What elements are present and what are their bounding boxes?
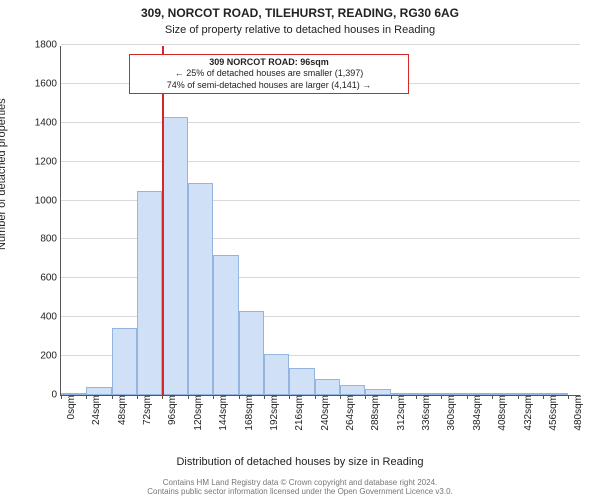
histogram-bar	[112, 328, 137, 395]
x-tick-mark	[518, 395, 519, 399]
footer-attribution: Contains HM Land Registry data © Crown c…	[0, 478, 600, 496]
x-tick-mark	[112, 395, 113, 399]
x-tick-mark	[416, 395, 417, 399]
marker-line	[162, 46, 164, 395]
histogram-bar	[264, 354, 289, 395]
x-tick-mark	[391, 395, 392, 399]
y-tick-label: 0	[51, 390, 61, 401]
y-tick-label: 600	[40, 273, 61, 284]
x-tick-label: 0sqm	[64, 395, 77, 419]
histogram-bar	[340, 385, 365, 395]
annotation-box: 309 NORCOT ROAD: 96sqm ← 25% of detached…	[129, 54, 409, 94]
x-tick-label: 96sqm	[165, 395, 178, 425]
x-tick-label: 48sqm	[115, 395, 128, 425]
x-tick-label: 360sqm	[444, 395, 457, 431]
histogram-chart: 309, NORCOT ROAD, TILEHURST, READING, RG…	[0, 0, 600, 500]
histogram-bar	[239, 311, 264, 395]
plot-area: 0200400600800100012001400160018000sqm24s…	[60, 46, 580, 396]
histogram-bar	[188, 183, 213, 395]
y-tick-label: 1800	[35, 40, 61, 51]
annotation-line-1: 309 NORCOT ROAD: 96sqm	[134, 57, 404, 68]
x-tick-label: 120sqm	[191, 395, 204, 431]
x-tick-mark	[162, 395, 163, 399]
x-tick-label: 216sqm	[292, 395, 305, 431]
x-tick-mark	[365, 395, 366, 399]
x-tick-mark	[543, 395, 544, 399]
x-axis-label: Distribution of detached houses by size …	[0, 456, 600, 468]
x-tick-label: 168sqm	[242, 395, 255, 431]
histogram-bar	[289, 368, 314, 395]
gridline-h	[61, 44, 580, 45]
annotation-line-2: ← 25% of detached houses are smaller (1,…	[134, 68, 404, 79]
x-tick-label: 240sqm	[318, 395, 331, 431]
x-tick-mark	[568, 395, 569, 399]
x-tick-label: 192sqm	[267, 395, 280, 431]
y-tick-label: 400	[40, 312, 61, 323]
x-tick-mark	[289, 395, 290, 399]
x-tick-mark	[86, 395, 87, 399]
histogram-bar	[137, 191, 162, 395]
y-tick-label: 1200	[35, 156, 61, 167]
x-tick-mark	[188, 395, 189, 399]
histogram-bar	[213, 255, 238, 395]
x-tick-mark	[441, 395, 442, 399]
x-tick-label: 312sqm	[394, 395, 407, 431]
x-tick-label: 384sqm	[470, 395, 483, 431]
x-tick-label: 456sqm	[546, 395, 559, 431]
x-tick-mark	[315, 395, 316, 399]
gridline-h	[61, 161, 580, 162]
x-tick-label: 408sqm	[495, 395, 508, 431]
y-tick-label: 1000	[35, 195, 61, 206]
x-tick-mark	[137, 395, 138, 399]
x-tick-label: 144sqm	[216, 395, 229, 431]
y-axis-label: Number of detached properties	[0, 98, 8, 250]
x-tick-mark	[492, 395, 493, 399]
x-tick-mark	[61, 395, 62, 399]
histogram-bar	[315, 379, 340, 395]
annotation-line-3: 74% of semi-detached houses are larger (…	[134, 80, 404, 91]
x-tick-label: 432sqm	[521, 395, 534, 431]
gridline-h	[61, 122, 580, 123]
x-tick-label: 288sqm	[368, 395, 381, 431]
x-tick-label: 72sqm	[140, 395, 153, 425]
y-tick-label: 200	[40, 351, 61, 362]
x-tick-mark	[467, 395, 468, 399]
y-tick-label: 800	[40, 234, 61, 245]
x-tick-label: 336sqm	[419, 395, 432, 431]
x-tick-mark	[239, 395, 240, 399]
y-tick-label: 1400	[35, 117, 61, 128]
footer-line-1: Contains HM Land Registry data © Crown c…	[0, 478, 600, 487]
chart-title: 309, NORCOT ROAD, TILEHURST, READING, RG…	[0, 6, 600, 20]
x-tick-label: 24sqm	[89, 395, 102, 425]
histogram-bar	[86, 387, 111, 395]
x-tick-label: 480sqm	[571, 395, 584, 431]
x-tick-mark	[340, 395, 341, 399]
x-tick-mark	[264, 395, 265, 399]
x-tick-mark	[213, 395, 214, 399]
y-tick-label: 1600	[35, 78, 61, 89]
footer-line-2: Contains public sector information licen…	[0, 487, 600, 496]
x-tick-label: 264sqm	[343, 395, 356, 431]
histogram-bar	[162, 117, 187, 395]
chart-subtitle: Size of property relative to detached ho…	[0, 24, 600, 36]
